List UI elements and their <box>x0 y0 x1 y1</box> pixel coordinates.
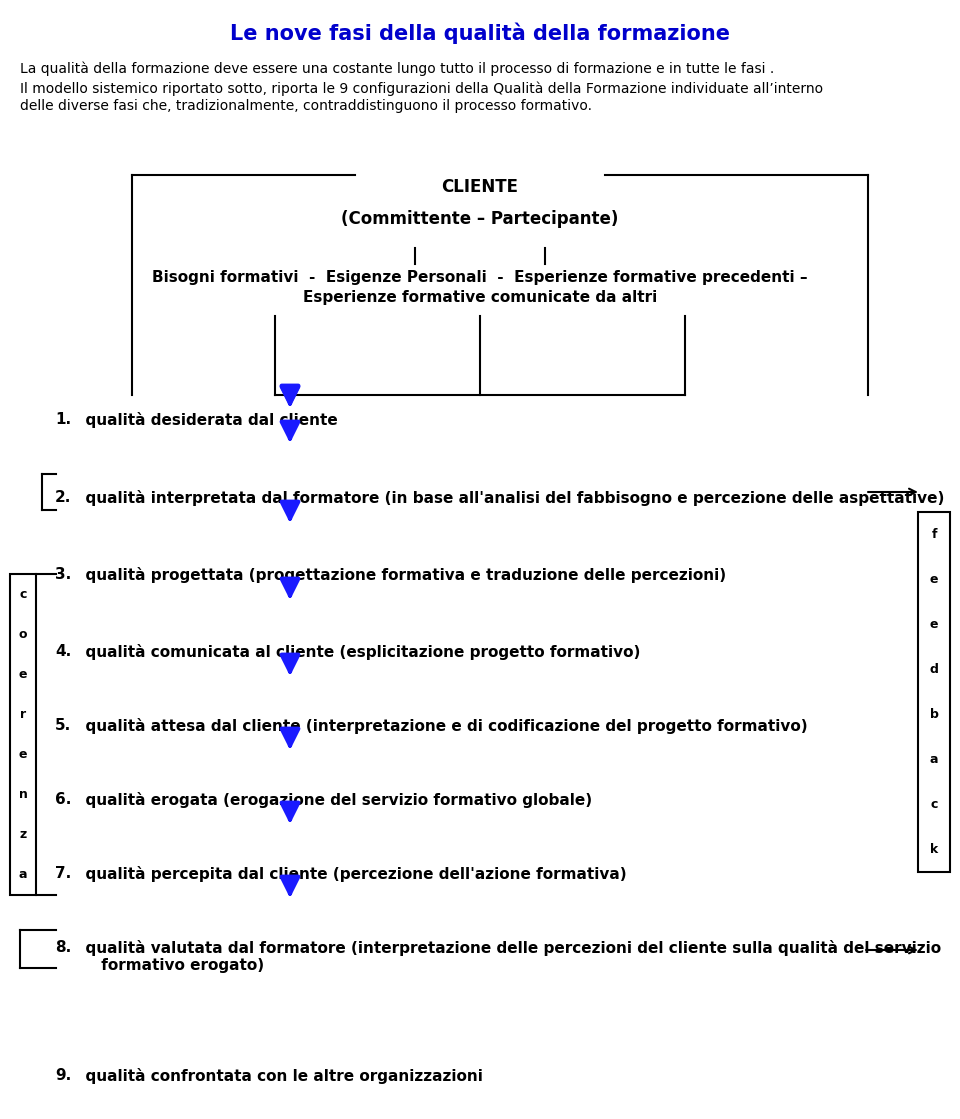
Text: z: z <box>19 828 27 841</box>
Text: 9.: 9. <box>55 1068 71 1083</box>
Text: d: d <box>929 662 939 676</box>
Text: Il modello sistemico riportato sotto, riporta le 9 configurazioni della Qualità : Il modello sistemico riportato sotto, ri… <box>20 82 823 113</box>
Text: qualità erogata (erogazione del servizio formativo globale): qualità erogata (erogazione del servizio… <box>75 792 592 808</box>
Text: La qualità della formazione deve essere una costante lungo tutto il processo di : La qualità della formazione deve essere … <box>20 62 775 76</box>
Text: e: e <box>19 668 27 680</box>
Text: f: f <box>931 528 937 540</box>
Bar <box>10 574 36 895</box>
Text: e: e <box>929 573 938 586</box>
Text: c: c <box>930 798 938 811</box>
Text: Le nove fasi della qualità della formazione: Le nove fasi della qualità della formazi… <box>230 22 730 44</box>
Text: e: e <box>19 749 27 761</box>
Text: n: n <box>18 788 28 801</box>
Text: 6.: 6. <box>55 792 71 807</box>
Text: a: a <box>19 868 27 882</box>
Text: k: k <box>930 843 938 856</box>
Text: e: e <box>929 618 938 631</box>
Text: qualità confrontata con le altre organizzazioni: qualità confrontata con le altre organiz… <box>75 1068 483 1084</box>
Text: 2.: 2. <box>55 490 71 505</box>
Bar <box>918 513 950 872</box>
Text: CLIENTE: CLIENTE <box>442 178 518 196</box>
Text: a: a <box>929 753 938 767</box>
Text: o: o <box>19 628 27 641</box>
Text: qualità progettata (progettazione formativa e traduzione delle percezioni): qualità progettata (progettazione format… <box>75 567 726 583</box>
Text: qualità comunicata al cliente (esplicitazione progetto formativo): qualità comunicata al cliente (esplicita… <box>75 645 640 660</box>
Text: qualità interpretata dal formatore (in base all'analisi del fabbisogno e percezi: qualità interpretata dal formatore (in b… <box>75 490 945 506</box>
Text: 3.: 3. <box>55 567 71 582</box>
Text: 5.: 5. <box>55 718 71 733</box>
Text: c: c <box>19 587 27 601</box>
Text: qualità valutata dal formatore (interpretazione delle percezioni del cliente sul: qualità valutata dal formatore (interpre… <box>75 940 941 974</box>
Text: (Committente – Partecipante): (Committente – Partecipante) <box>342 210 618 228</box>
Text: 1.: 1. <box>55 412 71 427</box>
Text: b: b <box>929 708 939 721</box>
Text: 7.: 7. <box>55 866 71 881</box>
Text: qualità attesa dal cliente (interpretazione e di codificazione del progetto form: qualità attesa dal cliente (interpretazi… <box>75 718 807 734</box>
Text: 4.: 4. <box>55 645 71 659</box>
Text: 8.: 8. <box>55 940 71 955</box>
Text: qualità percepita dal cliente (percezione dell'azione formativa): qualità percepita dal cliente (percezion… <box>75 866 627 882</box>
Text: Bisogni formativi  -  Esigenze Personali  -  Esperienze formative precedenti –
E: Bisogni formativi - Esigenze Personali -… <box>153 270 807 304</box>
Text: r: r <box>20 708 26 721</box>
Text: qualità desiderata dal cliente: qualità desiderata dal cliente <box>75 412 338 427</box>
